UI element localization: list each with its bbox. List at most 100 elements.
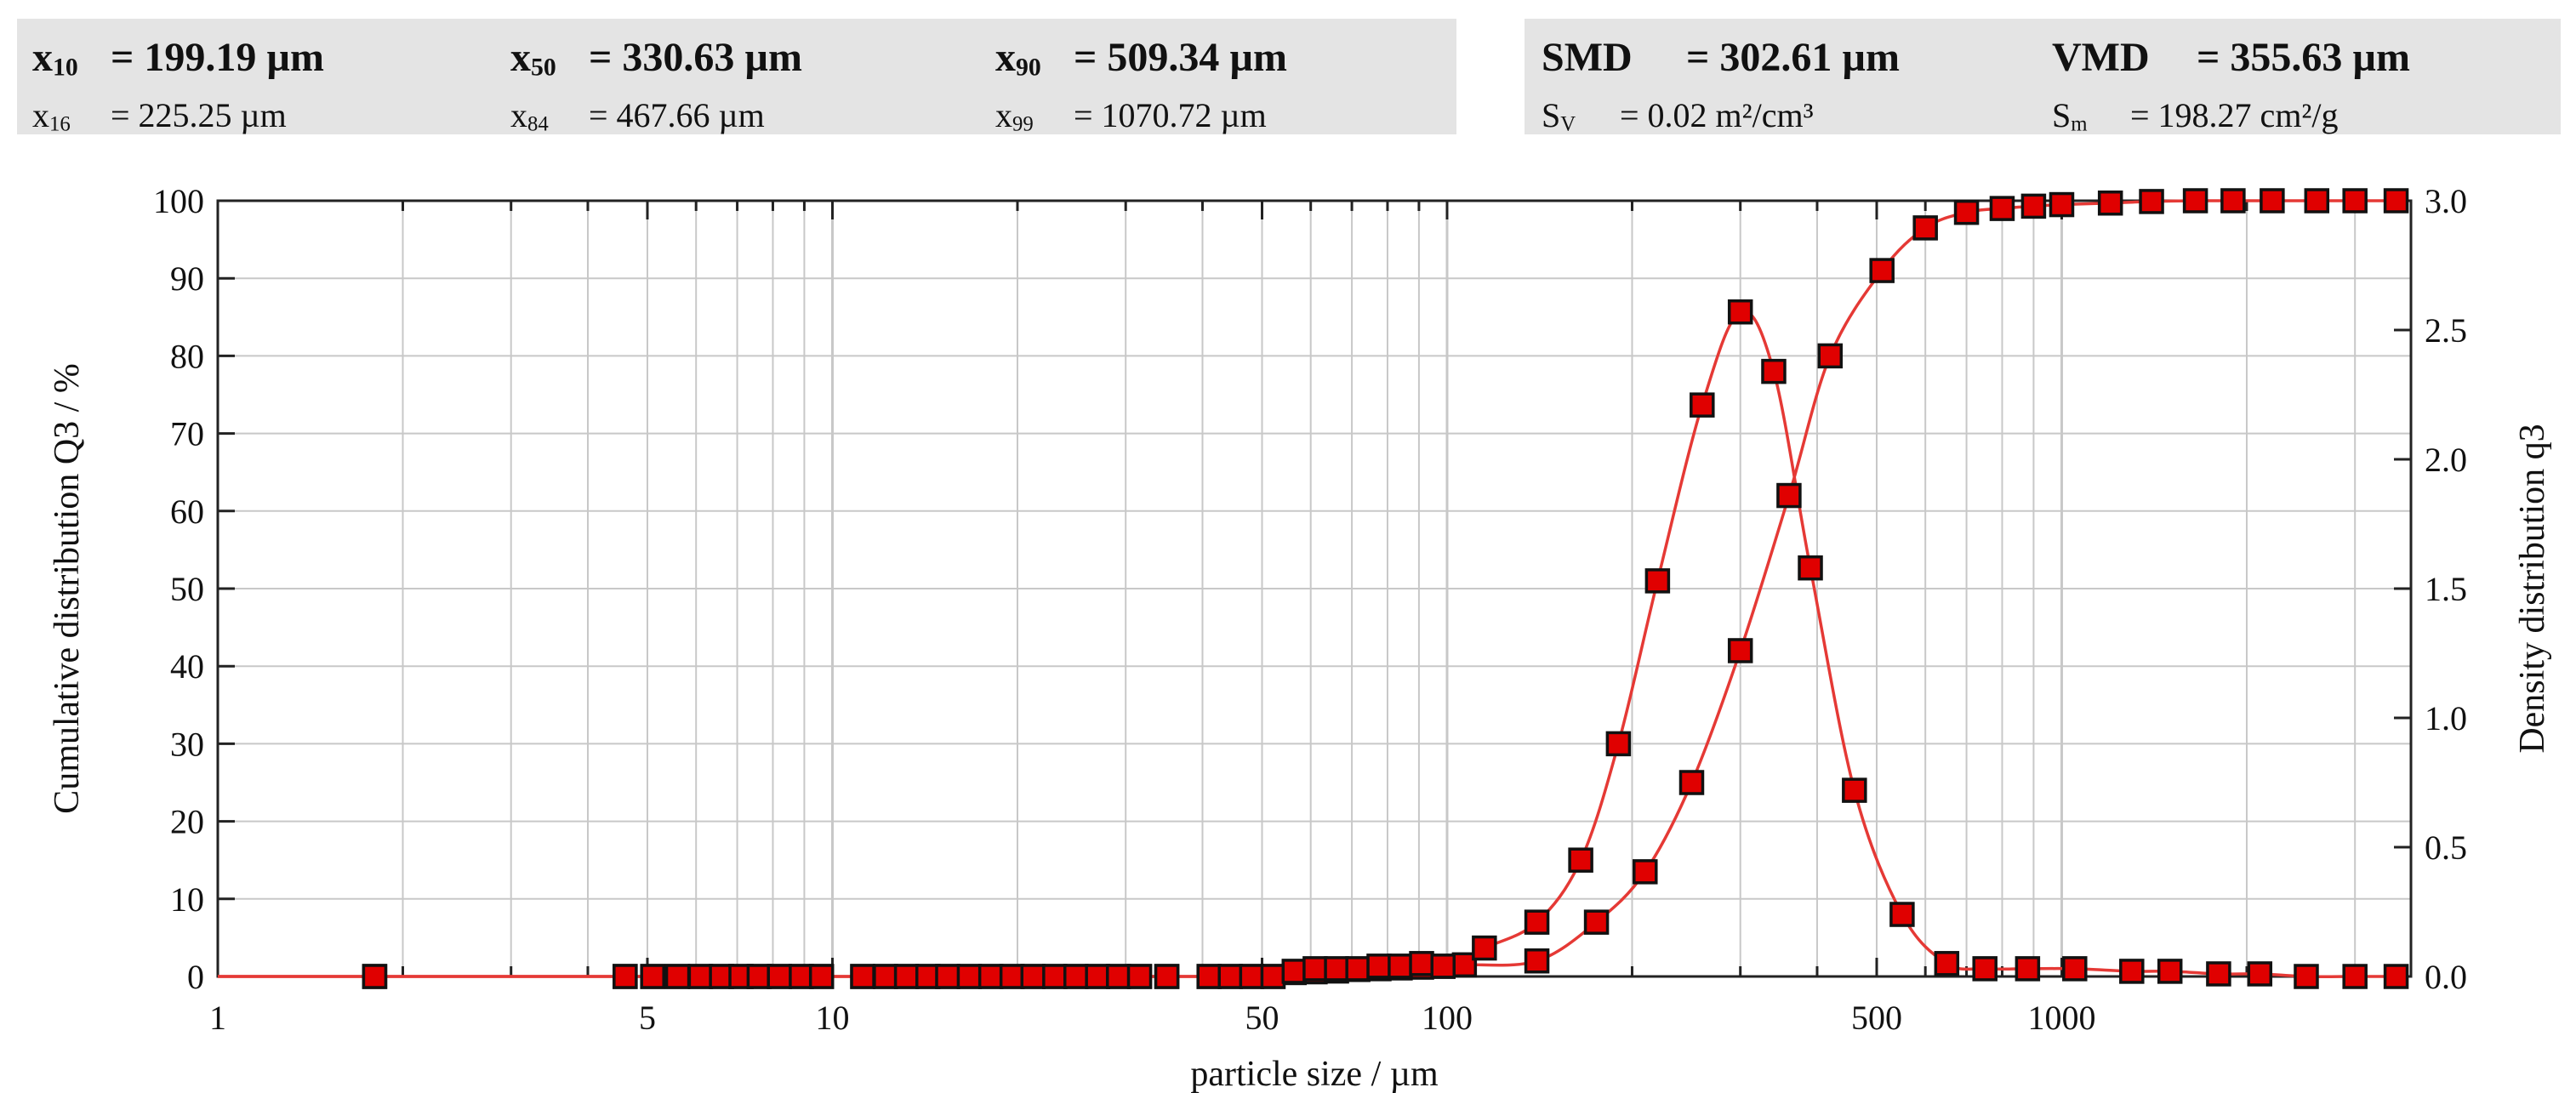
stat-symbol: VMD — [2052, 35, 2150, 80]
data-point-q3 — [1472, 935, 1497, 961]
data-point-q3 — [2342, 188, 2368, 213]
stat-value: = 355.63 µm — [2197, 35, 2410, 80]
y2-tick-label: 1.5 — [2425, 570, 2467, 608]
stat-x90: x90 = 509.34 µm — [995, 34, 1287, 82]
data-point-q3 — [1989, 196, 2015, 221]
data-point-q3 — [1953, 199, 1980, 225]
stat-symbol: x — [32, 35, 53, 80]
stat-value: = 199.19 µm — [111, 35, 324, 80]
data-point-q3 — [1842, 777, 1867, 803]
stat-symbol: SMD — [1542, 35, 1633, 80]
stat-symbol: S — [1542, 96, 1561, 134]
statistics-box-surface: SMD = 302.61 µm VMD = 355.63 µm SV = 0.02 m²/… — [1525, 19, 2561, 136]
stat-symbol: x — [995, 96, 1012, 134]
stat-subscript: 16 — [49, 112, 71, 136]
data-point-q3 — [1934, 951, 1960, 976]
data-point-q3 — [1430, 954, 1456, 979]
stat-symbol: x — [510, 35, 531, 80]
y-tick-label: 70 — [170, 415, 204, 453]
data-point-q3 — [999, 964, 1025, 989]
data-point-q3 — [1798, 555, 1823, 581]
data-point-q3 — [2304, 188, 2330, 213]
data-point-q3 — [2062, 956, 2088, 982]
data-point-q3 — [640, 964, 665, 989]
data-point-q3 — [2220, 188, 2246, 213]
stat-x10: x10 = 199.19 µm — [32, 34, 324, 82]
data-point-q3 — [1583, 909, 1610, 935]
x-tick-label: 5 — [639, 999, 656, 1037]
y2-tick-label: 3.0 — [2425, 182, 2467, 220]
data-point-q3 — [362, 964, 388, 989]
data-point-q3 — [956, 964, 983, 989]
stat-value: = 1070.72 µm — [1074, 96, 1267, 134]
data-point-q3 — [1761, 358, 1787, 384]
stat-value: = 467.66 µm — [589, 96, 765, 134]
data-point-q3 — [1524, 948, 1550, 974]
x-tick-label: 500 — [1851, 999, 1902, 1037]
data-point-q3 — [1020, 964, 1046, 989]
data-point-q3 — [2342, 964, 2368, 989]
y-tick-label: 20 — [170, 803, 204, 841]
stat-subscript: m — [2071, 112, 2088, 136]
data-point-q3 — [1281, 959, 1308, 984]
data-point-q3 — [1633, 859, 1658, 885]
y2-tick-label: 2.0 — [2425, 441, 2467, 479]
stat-subscript: 10 — [53, 53, 78, 82]
stat-value: = 198.27 cm²/g — [2130, 96, 2339, 134]
data-point-q3 — [1817, 343, 1844, 369]
x-axis-label: particle size / µm — [1190, 1055, 1439, 1093]
data-point-q3 — [808, 964, 835, 989]
statistics-box-percentiles: x10 = 199.19 µm x50 = 330.63 µm x90 = 509.34 … — [17, 19, 1456, 136]
data-point-q3 — [1605, 731, 1632, 757]
data-point-q3 — [1063, 964, 1089, 989]
data-point-q3 — [1644, 568, 1671, 594]
data-point-q3 — [2139, 189, 2164, 214]
data-point-q3 — [1345, 956, 1371, 982]
stat-subscript: 84 — [527, 112, 549, 136]
data-point-q3 — [2119, 959, 2145, 984]
data-point-q3 — [687, 964, 714, 989]
stat-smd: SMD = 302.61 µm — [1542, 34, 1900, 81]
data-point-q3 — [2294, 964, 2319, 989]
data-point-q3 — [1912, 215, 1938, 241]
data-point-q3 — [1889, 902, 1915, 927]
data-point-q3 — [2182, 188, 2208, 213]
stat-sv: SV = 0.02 m²/cm³ — [1542, 95, 1814, 136]
data-point-q3 — [1260, 964, 1286, 989]
data-point-q3 — [935, 964, 960, 989]
series-line-q3 — [218, 310, 2396, 979]
data-point-q3 — [2383, 964, 2409, 989]
data-point-q3 — [2097, 190, 2123, 216]
data-point-q3 — [664, 964, 691, 989]
data-point-q3 — [1690, 392, 1715, 418]
stat-x16: x16 = 225.25 µm — [32, 95, 287, 136]
stat-value: = 330.63 µm — [589, 35, 802, 80]
y-tick-label: 60 — [170, 492, 204, 531]
y2-tick-label: 1.0 — [2425, 699, 2467, 737]
stat-value: = 509.34 µm — [1074, 35, 1287, 80]
stat-value: = 0.02 m²/cm³ — [1620, 96, 1814, 134]
y-axis-label-left: Cumulative distribution Q3 / % — [48, 363, 87, 814]
data-point-q3 — [789, 964, 814, 989]
y2-tick-label: 2.5 — [2425, 311, 2467, 350]
x-tick-label: 100 — [1422, 999, 1473, 1037]
stat-x84: x84 = 467.66 µm — [510, 95, 765, 136]
data-point-q3 — [1409, 951, 1434, 976]
data-point-q3 — [1568, 847, 1593, 873]
y-tick-label: 100 — [153, 182, 204, 220]
y-tick-label: 0 — [187, 958, 204, 996]
y-tick-label: 80 — [170, 337, 204, 375]
y2-tick-label: 0.0 — [2425, 958, 2467, 996]
stat-vmd: VMD = 355.63 µm — [2052, 34, 2410, 81]
x-tick-label: 1000 — [2027, 999, 2095, 1037]
x-tick-label: 10 — [815, 999, 849, 1037]
stat-subscript: 50 — [531, 53, 556, 82]
stat-sm: Sm = 198.27 cm²/g — [2052, 95, 2339, 136]
data-point-q3 — [1972, 956, 1998, 982]
data-point-q3 — [1085, 964, 1110, 989]
data-point-q3 — [2157, 959, 2183, 984]
stat-x50: x50 = 330.63 µm — [510, 34, 802, 82]
data-point-q3 — [613, 964, 638, 989]
data-point-q3 — [893, 964, 920, 989]
data-point-q3 — [1388, 954, 1413, 979]
